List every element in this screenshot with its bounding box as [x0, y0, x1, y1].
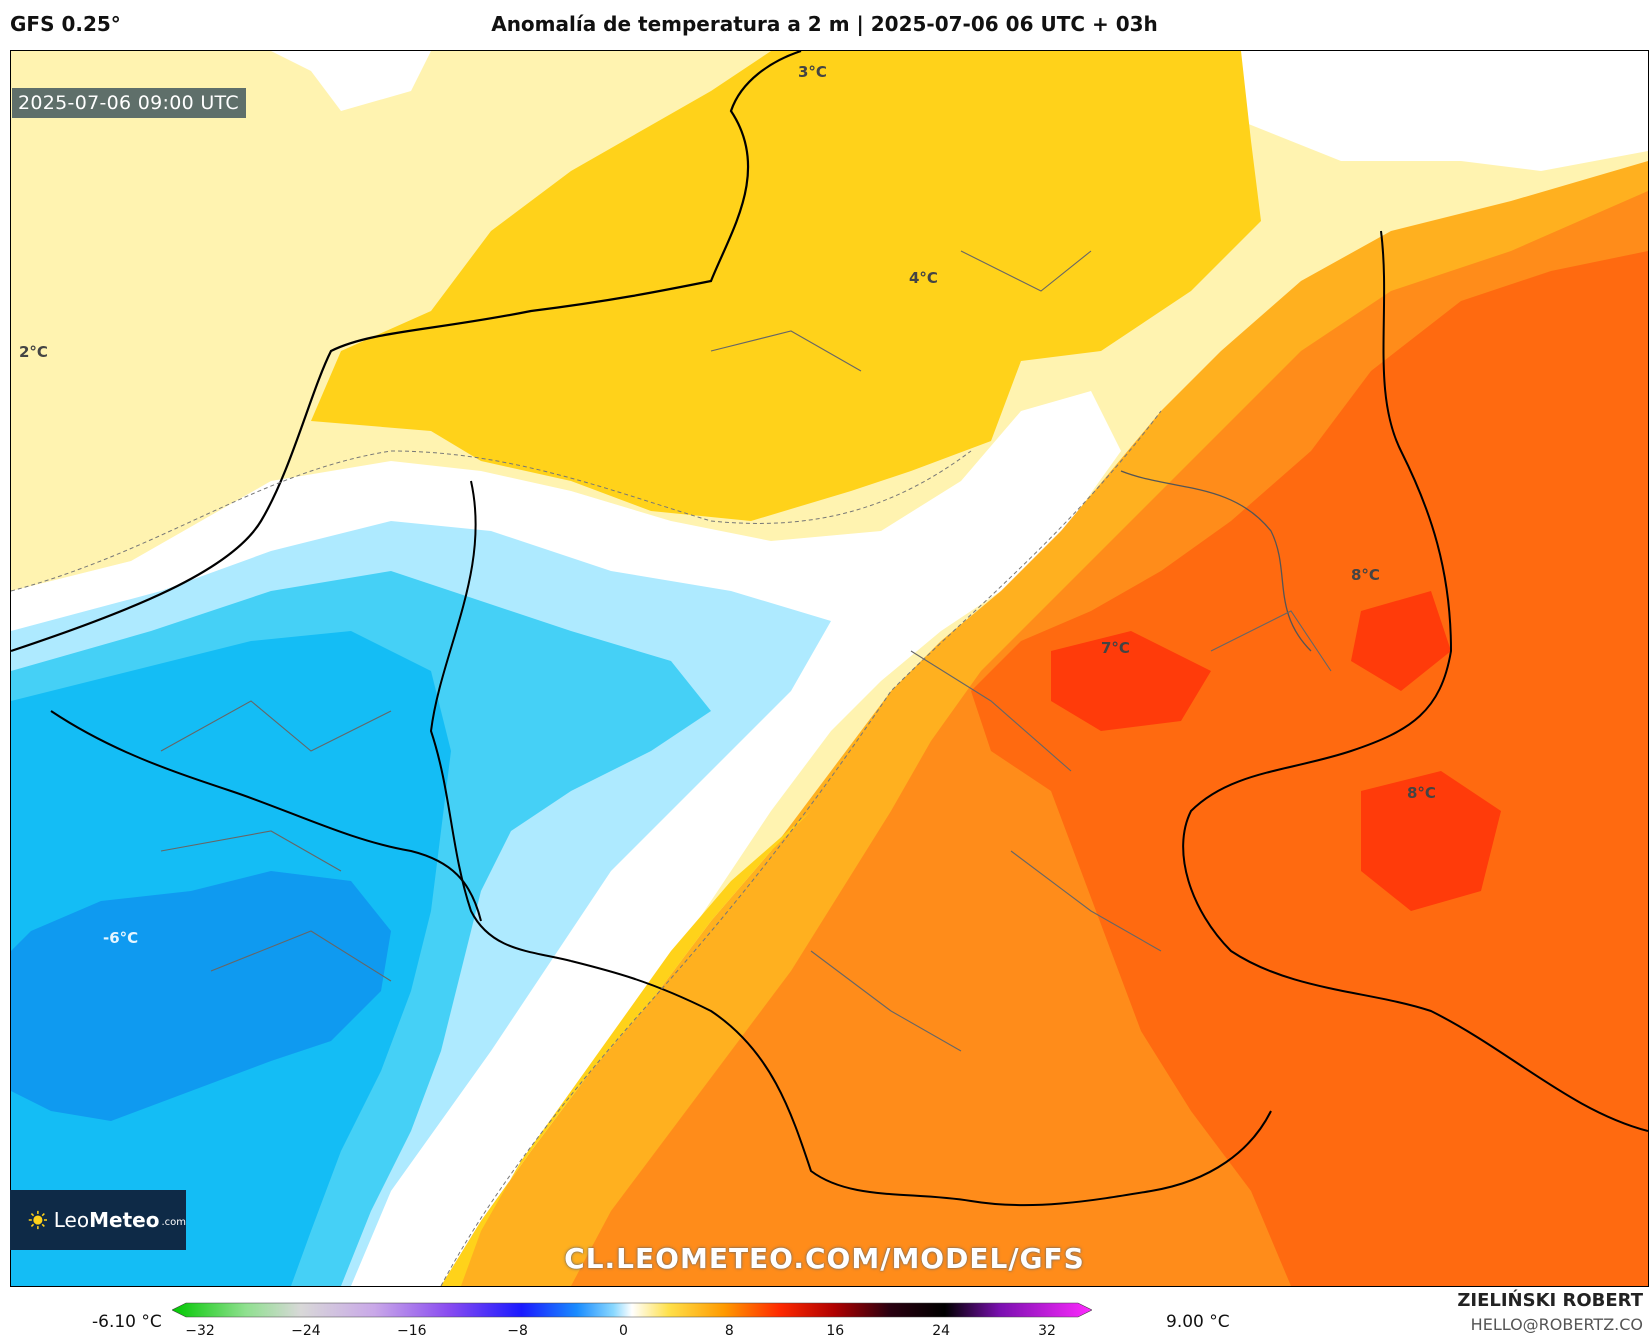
colorbar	[172, 1302, 1092, 1318]
colorbar-tick-label: 8	[724, 1323, 734, 1339]
country-border-4	[50, 710, 482, 922]
colorbar-tick-label: 24	[932, 1323, 951, 1339]
contour-label-3c: 3°C	[798, 63, 827, 81]
map-title: Anomalía de temperatura a 2 m | 2025-07-…	[491, 12, 1158, 36]
yellow-band-north	[311, 51, 1261, 521]
valid-time-badge: 2025-07-06 09:00 UTC	[12, 88, 246, 118]
colorbar-tick-label: 32	[1038, 1323, 1056, 1339]
sun-icon	[28, 1210, 48, 1230]
contour-label-8c-north: 8°C	[1351, 566, 1380, 584]
colorbar-tick-label: −32	[185, 1323, 215, 1339]
temperature-anomaly-map: 3°C 4°C 2°C 8°C 7°C 8°C -6°C	[10, 50, 1649, 1287]
colorbar-tick-label: −8	[507, 1323, 528, 1339]
country-border-3	[1182, 230, 1648, 1132]
red-orange-zone	[971, 251, 1648, 1286]
author-name: ZIELIŃSKI ROBERT	[1457, 1290, 1643, 1311]
region-borders	[160, 250, 1332, 1052]
country-border-1	[429, 480, 572, 962]
hot-spot-central	[1051, 631, 1211, 731]
cool-patch-nw	[271, 51, 431, 111]
hot-spot-north	[1351, 591, 1451, 691]
yellow-fringe	[441, 811, 811, 1286]
contour-label-minus6c: -6°C	[103, 929, 139, 947]
legend-min-value: -6.10 °C	[92, 1312, 162, 1332]
dashed-contour-2	[440, 410, 1162, 1286]
coastline	[11, 51, 802, 653]
cool-patch-ne	[1231, 51, 1648, 171]
legend-max-value: 9.00 °C	[1166, 1312, 1230, 1332]
contour-label-7c: 7°C	[1101, 639, 1130, 657]
colorbar-tick-label: −24	[291, 1323, 321, 1339]
contour-label-8c-east: 8°C	[1407, 784, 1436, 802]
colorbar-tick-label: −16	[396, 1323, 427, 1339]
contour-label-2c: 2°C	[19, 343, 48, 361]
colorbar-tick-label: 0	[619, 1323, 628, 1339]
model-label: GFS 0.25°	[10, 12, 121, 36]
map-field	[11, 51, 1648, 1286]
hot-spot-east	[1361, 771, 1501, 911]
colorbar-tick-label: 16	[826, 1323, 845, 1339]
source-watermark: CL.LEOMETEO.COM/MODEL/GFS	[564, 1242, 1085, 1275]
logo-brand: LeoMeteo	[53, 1208, 160, 1232]
leometeo-logo: LeoMeteo .com	[10, 1190, 186, 1250]
country-border-2	[570, 960, 1272, 1207]
logo-domain: .com	[161, 1216, 186, 1228]
contour-label-4c: 4°C	[909, 269, 938, 287]
blue-core	[11, 871, 391, 1121]
dashed-contour-1	[11, 450, 972, 592]
author-email: HELLO@ROBERTZ.CO	[1470, 1315, 1643, 1334]
